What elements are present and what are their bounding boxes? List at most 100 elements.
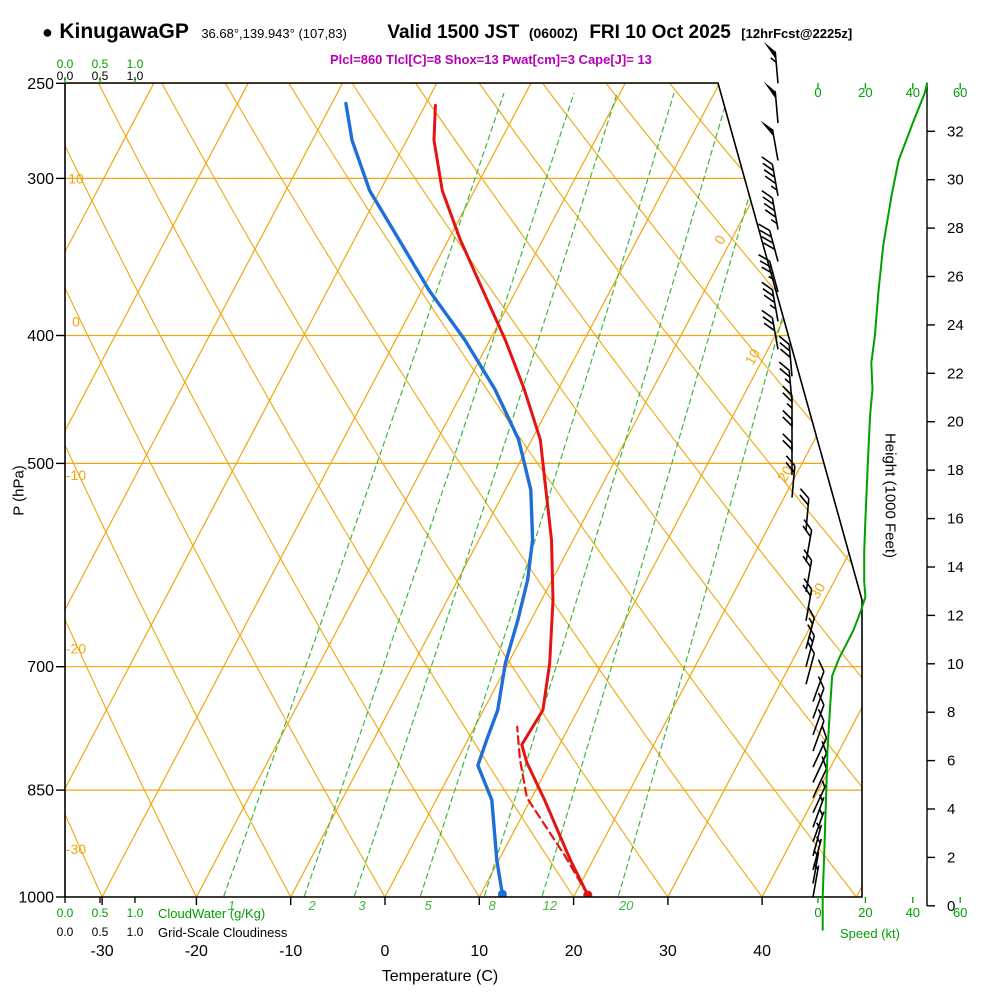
pressure-tick-label: 250 [27,76,54,93]
temperature-tick-label: -30 [91,943,114,960]
axis-title-height: Height (1000 Feet) [881,432,899,559]
dry-adiabat-lines [65,83,862,897]
cloudwater-top-tick: 1.0 [127,57,144,71]
temperature-tick-label: 20 [565,943,583,960]
mixing-ratio-label: 3 [358,898,366,913]
temperature-tick-label: -20 [185,943,208,960]
cloudiness-top-tick: 1.0 [127,69,144,83]
plot-frame [64,82,863,898]
pressure-tick-label: 300 [27,171,54,188]
height-tick-label: 22 [947,365,964,382]
height-tick-label: 24 [947,317,964,334]
pressure-tick-label: 1000 [18,890,54,907]
dry-adiabat-label: -20 [66,641,86,657]
cloudwater-bottom-tick: 0.5 [92,906,109,920]
speed-bottom-tick: 20 [858,905,872,920]
valid-time: Valid 1500 JST [387,22,520,43]
isotherm-label: 0 [711,232,729,247]
cloudiness-top-tick: 0.5 [92,69,109,83]
height-tick-label: 26 [947,269,964,286]
axis-title-speed: Speed (kt) [840,926,900,941]
valid-utc: (0600Z) [528,25,578,41]
mixing-ratio-label: 1 [228,898,235,913]
temperature-tick-label: 0 [381,943,390,960]
speed-top-tick: 60 [953,85,967,100]
pressure-tick-label: 850 [27,783,54,800]
speed-top-tick: 20 [858,85,872,100]
pressure-tick-label: 400 [27,328,54,345]
height-tick-label: 28 [947,220,964,237]
dry-adiabat-label: 0 [72,313,80,329]
axis-title-pressure: P (hPa) [10,465,28,516]
temperature-tick-label: 40 [753,943,771,960]
isotherm-label: 10 [742,346,764,368]
pressure-axis: 250 300 400 500 700 850 1000 [18,76,65,907]
dry-adiabat-label: 10 [68,170,84,186]
isotherm-lines [65,83,862,897]
height-tick-label: 18 [947,462,964,479]
isotherm-label: 30 [807,580,829,602]
station-name: KinugawaGP [59,20,189,43]
parcel-path [516,725,589,897]
height-tick-label: 4 [947,801,955,818]
temperature-curve [432,104,590,897]
dry-adiabat-label: -30 [66,841,86,857]
mixing-ratio-label: 2 [307,898,316,913]
sounding-profiles [344,101,593,897]
height-tick-label: 30 [947,172,964,189]
speed-bottom-tick: 40 [906,905,920,920]
height-tick-label: 20 [947,414,964,431]
height-tick-label: 14 [947,559,964,576]
dry-adiabat-label: -10 [66,467,86,483]
speed-profile [821,82,928,931]
isobar-lines [65,83,862,897]
speed-top-tick: 40 [906,85,920,100]
cloudwater-top-tick: 0.5 [92,57,109,71]
cloudwater-top-tick: 0.0 [57,57,74,71]
height-tick-label: 6 [947,753,955,770]
speed-top-tick: 0 [814,85,821,100]
height-tick-label: 32 [947,123,964,140]
cloudiness-bottom-tick: 1.0 [127,925,144,939]
temperature-axis: -30 -20 -10 0 10 20 30 40 [91,897,771,960]
mixing-ratio-label: 20 [618,898,634,913]
height-tick-label: 0 [947,898,955,915]
height-tick-label: 16 [947,511,964,528]
mixing-ratio-lines [211,92,844,897]
header-line: ● KinugawaGP 36.68°,139.943° (107,83) Va… [42,20,852,44]
pressure-tick-label: 500 [27,456,54,473]
cloudwater-scale: 0.00.00.00.00.50.50.50.51.01.01.01.0 [57,57,144,939]
temperature-tick-label: -10 [279,943,302,960]
pressure-tick-label: 700 [27,659,54,676]
cloudiness-top-tick: 0.0 [57,69,74,83]
axis-title-temperature: Temperature (C) [381,968,499,985]
mixing-ratio-label: 5 [424,898,432,913]
dewpoint-curve [344,101,535,896]
height-tick-label: 12 [947,607,964,624]
temperature-tick-label: 30 [659,943,677,960]
forecast-tag: [12hrFcst@2225z] [741,26,853,41]
station-coords: 36.68°,139.943° (107,83) [201,26,347,41]
cloudiness-bottom-tick: 0.5 [92,925,109,939]
surface-temp-point [583,890,593,897]
height-tick-label: 8 [947,704,955,721]
cloudwater-bottom-tick: 1.0 [127,906,144,920]
sounding-indices: Plcl=860 Tlcl[C]=8 Shox=13 Pwat[cm]=3 Ca… [330,52,652,67]
speed-bottom-tick: 0 [814,905,821,920]
mixing-ratio-label: 8 [488,898,496,913]
skewt-background-lines [65,83,862,897]
wind-barbs [758,41,828,898]
axis-title-gridscale: Grid-Scale Cloudiness [158,925,288,940]
speed-bottom-tick: 60 [953,905,967,920]
cloudiness-bottom-tick: 0.0 [57,925,74,939]
axis-title-cloudwater: CloudWater (g/Kg) [158,906,266,921]
speed-profile-curve [821,82,928,931]
height-tick-label: 10 [947,656,964,673]
station-bullet-icon: ● [42,22,53,42]
mixing-ratio-label: 12 [543,898,558,913]
